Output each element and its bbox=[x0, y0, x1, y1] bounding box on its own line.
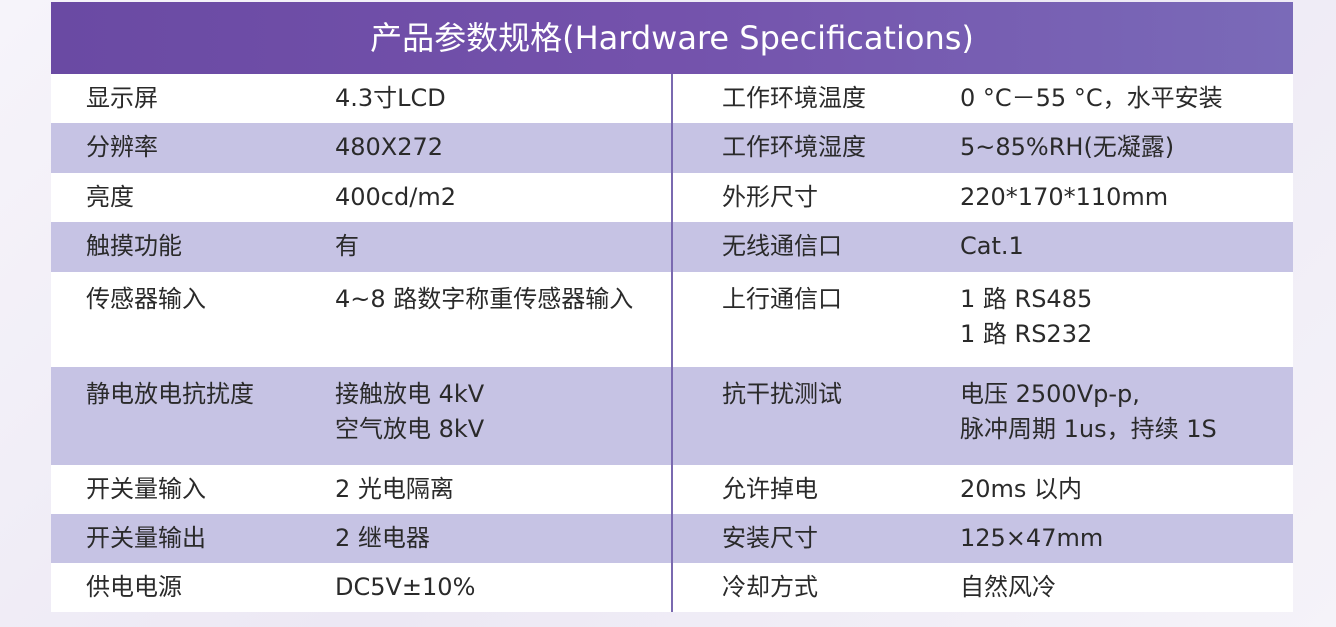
cell-text: DC5V±10% bbox=[335, 573, 476, 601]
cell-text: 自然风冷 bbox=[960, 573, 1056, 601]
table-cell: 亮度 bbox=[86, 180, 134, 215]
table-cell: 工作环境温度 bbox=[722, 81, 866, 116]
cell-text: 静电放电抗扰度 bbox=[86, 380, 254, 408]
cell-text: 400cd/m2 bbox=[335, 183, 456, 211]
table-cell: 外形尺寸 bbox=[722, 180, 818, 215]
cell-text: 开关量输出 bbox=[86, 524, 206, 552]
cell-text: 220*170*110mm bbox=[960, 183, 1169, 211]
header-title: 产品参数规格(Hardware Specifications) bbox=[51, 2, 1293, 74]
cell-text: 显示屏 bbox=[86, 84, 158, 112]
table-cell: 20ms 以内 bbox=[960, 472, 1082, 507]
cell-text: 安装尺寸 bbox=[722, 524, 818, 552]
table-cell: 4~8 路数字称重传感器输入 bbox=[335, 282, 633, 317]
table-cell: 分辨率 bbox=[86, 130, 158, 165]
table-cell: 静电放电抗扰度 bbox=[86, 377, 254, 412]
table-row: 供电电源 DC5V±10% 冷却方式 自然风冷 bbox=[51, 563, 1293, 612]
cell-text: 接触放电 4kV bbox=[335, 380, 485, 408]
cell-text: 2 光电隔离 bbox=[335, 475, 454, 503]
table-cell: 4.3寸LCD bbox=[335, 81, 446, 116]
table-cell: 显示屏 bbox=[86, 81, 158, 116]
table-cell: 开关量输入 bbox=[86, 472, 206, 507]
table-cell: 触摸功能 bbox=[86, 229, 182, 264]
cell-text: 上行通信口 bbox=[722, 285, 842, 313]
cell-text: 电压 2500Vp-p, bbox=[960, 380, 1140, 408]
cell-text: 供电电源 bbox=[86, 573, 182, 601]
cell-text: 20ms 以内 bbox=[960, 475, 1083, 503]
cell-text: 冷却方式 bbox=[722, 573, 818, 601]
cell-text: 无线通信口 bbox=[722, 232, 842, 260]
table-cell: 2 光电隔离 bbox=[335, 472, 454, 507]
table-cell: 允许掉电 bbox=[722, 472, 818, 507]
table-cell: 自然风冷 bbox=[960, 570, 1056, 605]
cell-text: 1 路 RS232 bbox=[960, 320, 1093, 348]
table-cell: 接触放电 4kV 空气放电 8kV bbox=[335, 377, 484, 447]
table-row: 亮度 400cd/m2 外形尺寸 220*170*110mm bbox=[51, 173, 1293, 222]
cell-text: 空气放电 8kV bbox=[335, 415, 485, 443]
table-cell: 开关量输出 bbox=[86, 521, 206, 556]
cell-text: 480X272 bbox=[335, 133, 444, 161]
table-cell: 上行通信口 bbox=[722, 282, 842, 317]
cell-text: 工作环境温度 bbox=[722, 84, 866, 112]
table-cell: Cat.1 bbox=[960, 229, 1024, 264]
cell-text: 亮度 bbox=[86, 183, 134, 211]
cell-text: 分辨率 bbox=[86, 133, 158, 161]
cell-text: 触摸功能 bbox=[86, 232, 182, 260]
table-cell: 电压 2500Vp-p, 脉冲周期 1us，持续 1S bbox=[960, 377, 1217, 447]
table-cell: 工作环境湿度 bbox=[722, 130, 866, 165]
cell-text: 外形尺寸 bbox=[722, 183, 818, 211]
table-cell: 传感器输入 bbox=[86, 282, 206, 317]
cell-text: 5~85%RH(无凝露) bbox=[960, 133, 1175, 161]
table-cell: 有 bbox=[335, 229, 359, 264]
table-cell: 400cd/m2 bbox=[335, 180, 456, 215]
cell-text: 传感器输入 bbox=[86, 285, 206, 313]
cell-text: 允许掉电 bbox=[722, 475, 818, 503]
table-cell: 抗干扰测试 bbox=[722, 377, 842, 412]
table-cell: 480X272 bbox=[335, 130, 443, 165]
cell-text: 2 继电器 bbox=[335, 524, 430, 552]
table-cell: 冷却方式 bbox=[722, 570, 818, 605]
cell-text: 抗干扰测试 bbox=[722, 380, 842, 408]
table-cell: 1 路 RS485 1 路 RS232 bbox=[960, 282, 1092, 352]
cell-text: 125×47mm bbox=[960, 524, 1104, 552]
cell-text: 1 路 RS485 bbox=[960, 285, 1093, 313]
cell-text: Cat.1 bbox=[960, 232, 1024, 260]
cell-text: 0 °C－55 °C，水平安装 bbox=[960, 84, 1223, 112]
table-cell: 5~85%RH(无凝露) bbox=[960, 130, 1174, 165]
cell-text: 有 bbox=[335, 232, 359, 260]
table-cell: 0 °C－55 °C，水平安装 bbox=[960, 81, 1223, 116]
cell-text: 4~8 路数字称重传感器输入 bbox=[335, 285, 634, 313]
cell-text: 4.3寸LCD bbox=[335, 84, 446, 112]
table-cell: DC5V±10% bbox=[335, 570, 475, 605]
column-divider bbox=[671, 74, 673, 612]
table-cell: 无线通信口 bbox=[722, 229, 842, 264]
table-cell: 125×47mm bbox=[960, 521, 1103, 556]
table-cell: 安装尺寸 bbox=[722, 521, 818, 556]
cell-text: 工作环境湿度 bbox=[722, 133, 866, 161]
table-cell: 2 继电器 bbox=[335, 521, 430, 556]
cell-text: 开关量输入 bbox=[86, 475, 206, 503]
cell-text: 脉冲周期 1us，持续 1S bbox=[960, 415, 1217, 443]
table-cell: 220*170*110mm bbox=[960, 180, 1168, 215]
table-cell: 供电电源 bbox=[86, 570, 182, 605]
